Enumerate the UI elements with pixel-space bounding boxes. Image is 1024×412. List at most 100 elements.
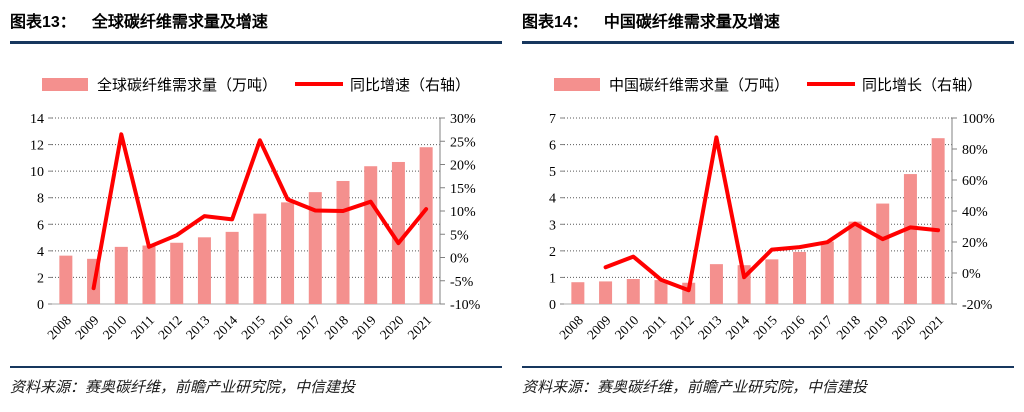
x-axis-label-2011: 2011 [128, 313, 157, 342]
right-axis-label: 80% [962, 143, 988, 158]
source-text: 赛奥碳纤维，前瞻产业研究院，中信建投 [85, 380, 356, 396]
x-axis-label-2020: 2020 [377, 312, 407, 342]
right-axis-label: 100% [962, 112, 995, 127]
line-series-label: 同比增速（右轴） [350, 77, 471, 94]
bar-2010 [626, 279, 640, 304]
bar-2021 [931, 138, 945, 304]
x-axis-label-2012: 2012 [155, 313, 185, 343]
source-label: 资料来源： [522, 380, 598, 396]
source-text: 赛奥碳纤维，前瞻产业研究院，中信建投 [597, 380, 868, 396]
right-axis-label: 10% [450, 205, 476, 220]
bar-2017 [308, 192, 322, 304]
x-axis-label-2014: 2014 [723, 312, 753, 342]
x-axis-label-2013: 2013 [183, 312, 213, 342]
right-axis-label: 20% [450, 159, 476, 174]
x-axis-label-2019: 2019 [349, 312, 379, 342]
right-axis-label: 0% [450, 252, 469, 267]
growth-line [603, 135, 941, 293]
left-axis-label: 0 [549, 298, 556, 313]
left-axis-label: 1 [549, 271, 556, 286]
right-axis-label: 60% [962, 174, 988, 189]
bar-2018 [336, 180, 350, 304]
x-axis-label-2011: 2011 [640, 313, 669, 342]
x-axis-label-2018: 2018 [833, 312, 863, 342]
x-axis-label-2019: 2019 [861, 312, 891, 342]
x-axis-label-2009: 2009 [72, 312, 102, 342]
source-label: 资料来源： [10, 380, 86, 396]
source-line: 资料来源：赛奥碳纤维，前瞻产业研究院，中信建投 [10, 366, 502, 397]
bar-2014 [225, 231, 239, 304]
bar-2021 [419, 147, 433, 304]
figure-title: 全球碳纤维需求量及增速 [91, 14, 268, 31]
x-axis-label-2014: 2014 [211, 312, 241, 342]
left-axis-label: 0 [37, 298, 44, 313]
right-axis-label: 40% [962, 205, 988, 220]
x-axis-label-2017: 2017 [294, 312, 324, 342]
x-axis-label-2017: 2017 [806, 312, 836, 342]
bar-2013 [709, 264, 723, 304]
left-axis-label: 4 [37, 245, 44, 260]
x-axis-label-2008: 2008 [44, 312, 74, 342]
figure-label: 图表14： [522, 14, 588, 31]
right-axis-label: -20% [962, 298, 993, 313]
figure-title: 中国碳纤维需求量及增速 [603, 14, 780, 31]
figure-13-titlebar: 图表13： 全球碳纤维需求量及增速 [10, 8, 502, 44]
bar-2015 [765, 259, 779, 304]
bar-2019 [364, 166, 378, 304]
right-axis-label: -10% [450, 298, 481, 313]
bar-series-swatch [553, 77, 600, 91]
bar-series-label: 全球碳纤维需求量（万吨） [96, 77, 277, 94]
bar-2011 [142, 245, 156, 304]
x-axis-label-2021: 2021 [405, 313, 435, 343]
x-axis-label-2009: 2009 [584, 312, 614, 342]
figure-13-panel: 图表13： 全球碳纤维需求量及增速 全球碳纤维需求量（万吨） 同比增速（右轴） 0… [10, 8, 502, 397]
left-axis-label: 8 [37, 192, 44, 207]
right-axis-label: -5% [450, 275, 474, 290]
line-series-swatch [807, 82, 855, 86]
left-axis-label: 5 [549, 165, 556, 180]
right-axis-label: 15% [450, 182, 476, 197]
figure-14-titlebar: 图表14： 中国碳纤维需求量及增速 [522, 8, 1014, 44]
x-axis-label-2013: 2013 [695, 312, 725, 342]
figure-label: 图表13： [10, 14, 76, 31]
left-axis-label: 6 [549, 139, 556, 154]
left-axis-label: 12 [30, 139, 44, 154]
left-axis-label: 2 [37, 271, 44, 286]
bar-2008 [571, 282, 585, 304]
right-axis-label: 0% [962, 267, 981, 282]
bar-2020 [903, 174, 917, 304]
bar-2011 [654, 280, 668, 304]
figure-14-panel: 图表14： 中国碳纤维需求量及增速 中国碳纤维需求量（万吨） 同比增长（右轴） 0… [512, 0, 1024, 412]
bar-series-swatch [41, 77, 88, 91]
left-axis-label: 6 [37, 218, 44, 233]
figure-13-legend: 全球碳纤维需求量（万吨） 同比增速（右轴） [10, 70, 502, 98]
bar-2015 [253, 213, 267, 304]
growth-line [91, 132, 429, 291]
x-axis-label-2016: 2016 [266, 312, 296, 342]
right-axis-label: 5% [450, 228, 469, 243]
bar-2008 [59, 255, 73, 304]
bar-2012 [170, 242, 184, 304]
figure-14-legend: 中国碳纤维需求量（万吨） 同比增长（右轴） [522, 70, 1014, 98]
bar-2009 [599, 281, 613, 304]
x-axis-label-2016: 2016 [778, 312, 808, 342]
x-axis-label-2021: 2021 [917, 313, 947, 343]
right-axis-label: 20% [962, 236, 988, 251]
left-axis-label: 3 [549, 218, 556, 233]
x-axis-label-2018: 2018 [321, 312, 351, 342]
bar-2013 [197, 237, 211, 304]
x-axis-label-2008: 2008 [556, 312, 586, 342]
left-axis-label: 10 [30, 165, 44, 180]
bar-2019 [876, 203, 890, 304]
source-line: 资料来源：赛奥碳纤维，前瞻产业研究院，中信建投 [522, 366, 1014, 397]
line-series-swatch [295, 82, 343, 86]
x-axis-label-2015: 2015 [238, 312, 268, 342]
bar-2010 [114, 246, 128, 304]
x-axis-label-2020: 2020 [889, 312, 919, 342]
right-axis-label: 30% [450, 112, 476, 127]
left-axis-label: 14 [30, 112, 44, 127]
x-axis-label-2010: 2010 [612, 312, 642, 342]
line-series-label: 同比增长（右轴） [862, 77, 983, 94]
bar-2016 [281, 202, 295, 304]
